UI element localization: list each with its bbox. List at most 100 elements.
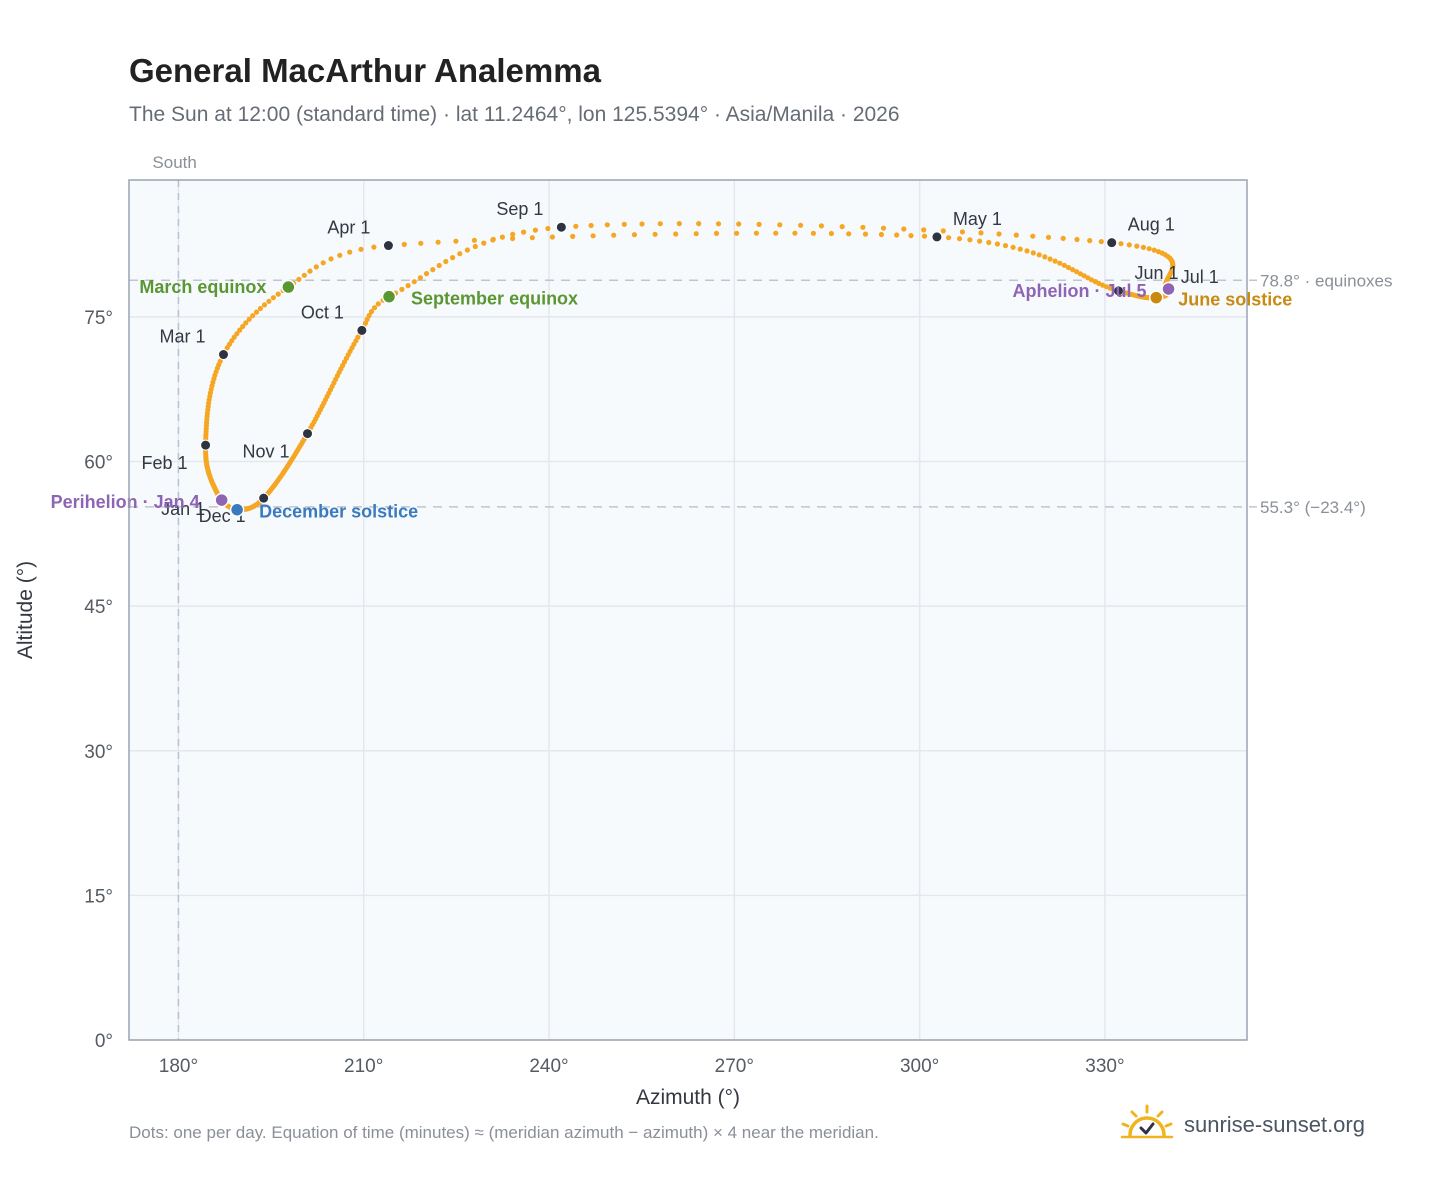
daily-dot	[240, 323, 246, 330]
month-marker-label: Sep 1	[496, 199, 543, 219]
daily-dot	[693, 231, 699, 237]
daily-dot	[368, 309, 375, 315]
daily-dot	[818, 223, 825, 229]
axis-ticks: 180° 210° 240° 270° 300° 330° 0° 15° 30° 45° 60° 75…	[84, 308, 1124, 1077]
daily-dot	[676, 221, 682, 227]
daily-dot	[499, 234, 505, 240]
daily-dot	[611, 232, 617, 238]
daily-dot	[839, 224, 845, 230]
daily-dot	[1047, 256, 1053, 262]
month-marker-label: Feb 1	[142, 453, 188, 473]
month-marker-label: Aug 1	[1128, 215, 1175, 235]
daily-dot	[261, 302, 268, 308]
plot-frame	[128, 179, 1248, 1041]
sun-logo-icon	[1118, 1103, 1176, 1148]
month-marker-dot	[1113, 285, 1125, 297]
daily-dot	[1061, 262, 1067, 268]
daily-dot	[1146, 246, 1152, 252]
daily-dot	[510, 231, 516, 237]
x-tick-label: 240°	[529, 1056, 568, 1077]
daily-dot	[472, 243, 478, 250]
month-marker-dot	[356, 324, 368, 336]
daily-dot	[1010, 244, 1016, 250]
month-marker-dot	[302, 428, 314, 440]
daily-dot	[243, 320, 249, 326]
daily-dot	[411, 279, 417, 285]
daily-dot	[734, 230, 740, 236]
daily-dot	[401, 241, 407, 247]
month-marker-dot	[258, 492, 270, 504]
daily-dot	[1060, 235, 1066, 241]
daily-dot	[715, 221, 722, 227]
x-tick-label: 180°	[159, 1056, 198, 1077]
daily-dot	[570, 233, 576, 239]
daily-dot	[307, 268, 313, 274]
footnote: Dots: one per day. Equation of time (min…	[129, 1123, 879, 1142]
daily-dot	[652, 231, 658, 237]
month-markers: Jan 1 Feb 1 Mar 1 Apr 1 May 1 Jun 1 Jul 1 Aug 1…	[142, 199, 1219, 526]
daily-dot	[1030, 233, 1036, 239]
daily-dot	[880, 225, 887, 231]
reference-line-label: 78.8° · equinoxes	[1260, 271, 1393, 290]
daily-dot	[977, 238, 983, 244]
daily-dot	[921, 233, 928, 239]
daily-dot	[417, 275, 423, 281]
month-marker-label: Jul 1	[1181, 267, 1219, 287]
daily-dot	[967, 237, 973, 243]
month-marker-label: May 1	[953, 209, 1002, 229]
brand-name: sunrise-sunset.org	[1184, 1112, 1365, 1137]
daily-dot	[1151, 247, 1157, 253]
daily-dot	[894, 232, 900, 238]
daily-dot	[237, 327, 243, 333]
month-marker-label: Jun 1	[1135, 263, 1179, 283]
daily-dot	[1103, 284, 1109, 290]
brand-logo[interactable]: sunrise-sunset.org	[1118, 1100, 1365, 1150]
daily-dot	[399, 286, 405, 292]
daily-dot	[828, 230, 835, 237]
daily-dot	[846, 231, 852, 237]
x-tick-label: 330°	[1085, 1056, 1124, 1077]
meridian-label: South	[152, 153, 196, 172]
y-tick-label: 75°	[84, 308, 113, 329]
daily-dot	[631, 232, 638, 238]
event-marker-dot	[281, 279, 296, 295]
daily-dot	[347, 249, 353, 255]
event-marker-label: Perihelion · Jan 4	[51, 492, 200, 512]
y-tick-label: 60°	[84, 453, 113, 474]
daily-dot	[1118, 241, 1124, 247]
daily-dot	[1036, 252, 1042, 258]
x-tick-label: 270°	[715, 1056, 754, 1077]
chart-title: General MacArthur Analemma	[129, 52, 601, 89]
plot-area	[129, 180, 1247, 1040]
daily-dot	[313, 264, 319, 270]
event-marker-dot	[1148, 290, 1164, 305]
daily-dot	[753, 230, 760, 236]
daily-dot	[296, 276, 302, 282]
daily-dot	[270, 295, 276, 301]
daily-dot	[436, 262, 442, 269]
daily-dot	[1052, 258, 1058, 264]
daily-dot	[253, 309, 260, 315]
daily-dot	[231, 334, 237, 340]
daily-dot	[453, 238, 459, 244]
x-tick-label: 300°	[900, 1056, 939, 1077]
month-marker-dot	[382, 240, 394, 252]
daily-dot	[320, 260, 326, 266]
daily-dot	[921, 227, 927, 233]
daily-dot	[234, 331, 240, 337]
month-marker-dot	[200, 439, 212, 451]
daily-dot	[773, 230, 779, 236]
daily-dot	[862, 231, 869, 237]
daily-dot	[956, 236, 963, 242]
daily-dot	[996, 231, 1002, 237]
daily-dot	[588, 222, 594, 229]
daily-dot	[777, 222, 783, 228]
daily-dot	[266, 298, 272, 304]
daily-dot	[1042, 254, 1048, 260]
daily-dot	[878, 231, 885, 238]
daily-dot	[521, 229, 527, 235]
daily-dot	[639, 221, 645, 227]
daily-dot	[713, 230, 720, 236]
month-marker-dot	[555, 221, 567, 233]
